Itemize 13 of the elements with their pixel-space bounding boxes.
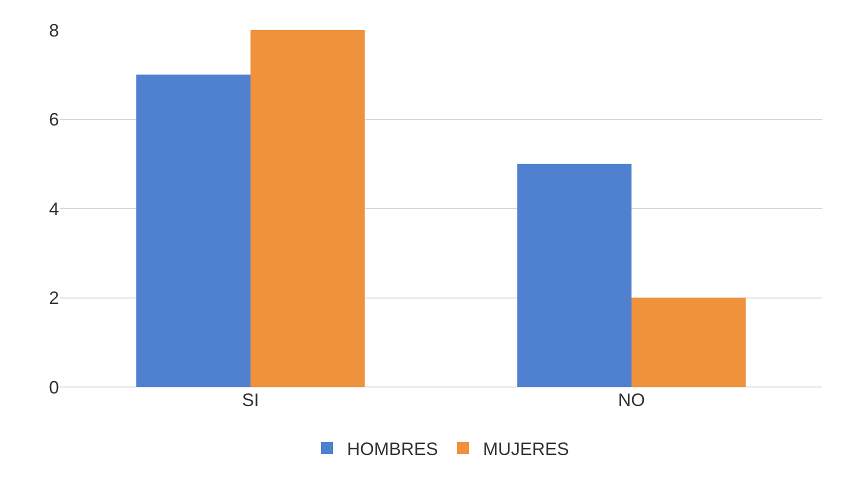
y-tick-label: 6: [48, 110, 59, 130]
x-tick-label: NO: [618, 390, 645, 410]
bar: [517, 164, 632, 387]
y-tick-label: 0: [48, 377, 59, 398]
bar: [632, 298, 746, 387]
legend-label: MUJERES: [483, 439, 570, 460]
y-tick-label: 2: [48, 288, 59, 308]
y-tick-label: 4: [48, 198, 59, 219]
legend-label: HOMBRES: [347, 439, 438, 460]
x-tick-label: SI: [242, 390, 260, 410]
bar: [250, 30, 365, 387]
bar: [136, 74, 250, 387]
y-tick-label: 8: [48, 20, 59, 40]
